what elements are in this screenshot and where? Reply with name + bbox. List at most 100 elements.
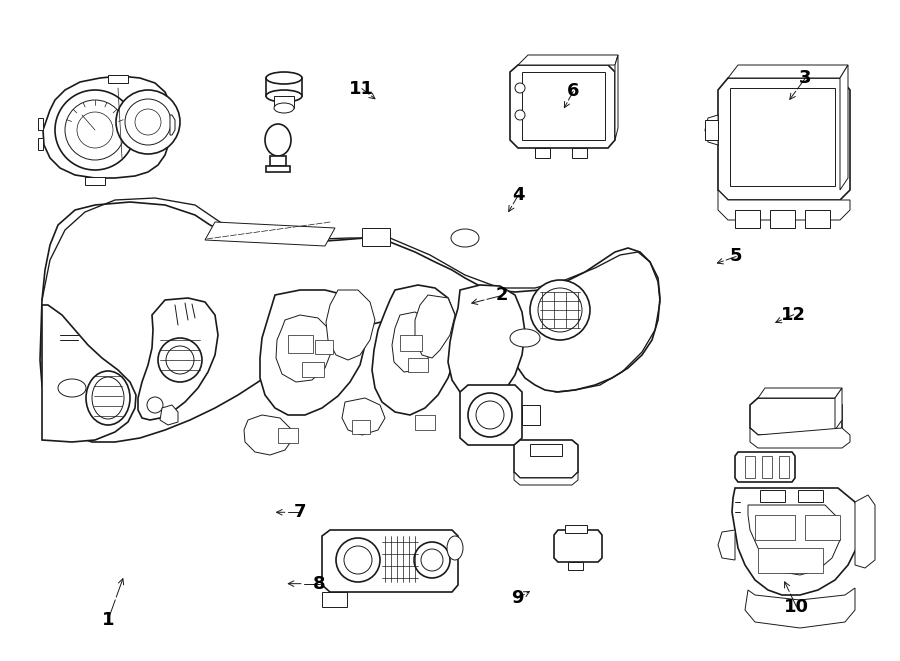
Circle shape bbox=[158, 338, 202, 382]
Bar bbox=[108, 75, 128, 83]
Polygon shape bbox=[43, 76, 172, 178]
Polygon shape bbox=[554, 530, 602, 562]
Circle shape bbox=[421, 549, 443, 571]
Circle shape bbox=[55, 90, 135, 170]
Text: 11: 11 bbox=[349, 79, 374, 98]
Polygon shape bbox=[835, 388, 842, 430]
Bar bbox=[522, 405, 540, 425]
Bar bbox=[755, 515, 795, 540]
Bar bbox=[274, 96, 294, 108]
Ellipse shape bbox=[92, 377, 124, 419]
Bar bbox=[352, 420, 370, 434]
Polygon shape bbox=[750, 398, 842, 435]
Text: 9: 9 bbox=[511, 589, 524, 607]
Polygon shape bbox=[138, 298, 218, 420]
Text: 8: 8 bbox=[313, 574, 326, 593]
Circle shape bbox=[344, 546, 372, 574]
Polygon shape bbox=[40, 202, 660, 442]
Ellipse shape bbox=[266, 72, 302, 84]
Bar bbox=[760, 490, 785, 502]
Polygon shape bbox=[735, 452, 795, 482]
Polygon shape bbox=[85, 177, 105, 185]
Ellipse shape bbox=[447, 536, 463, 560]
Ellipse shape bbox=[451, 229, 479, 247]
Polygon shape bbox=[322, 530, 458, 592]
Ellipse shape bbox=[86, 371, 130, 425]
Bar bbox=[805, 210, 830, 228]
Circle shape bbox=[414, 542, 450, 578]
Polygon shape bbox=[460, 385, 522, 445]
Bar bbox=[535, 148, 550, 158]
Circle shape bbox=[147, 397, 163, 413]
Polygon shape bbox=[518, 55, 618, 65]
Polygon shape bbox=[718, 190, 850, 220]
Bar bbox=[266, 166, 290, 172]
Ellipse shape bbox=[274, 103, 294, 113]
Polygon shape bbox=[326, 290, 375, 360]
Ellipse shape bbox=[510, 329, 540, 347]
Polygon shape bbox=[750, 428, 850, 448]
Bar bbox=[745, 456, 755, 478]
Text: 10: 10 bbox=[784, 598, 809, 616]
Ellipse shape bbox=[58, 379, 86, 397]
Bar bbox=[572, 148, 587, 158]
Bar bbox=[805, 515, 840, 540]
Polygon shape bbox=[705, 115, 718, 145]
Bar bbox=[400, 335, 422, 351]
Circle shape bbox=[530, 280, 590, 340]
Bar bbox=[302, 362, 324, 377]
Polygon shape bbox=[38, 118, 43, 130]
Circle shape bbox=[336, 538, 380, 582]
Circle shape bbox=[65, 100, 125, 160]
Circle shape bbox=[135, 109, 161, 135]
Bar bbox=[322, 592, 347, 607]
Circle shape bbox=[77, 112, 113, 148]
Polygon shape bbox=[514, 472, 578, 485]
Polygon shape bbox=[718, 530, 735, 560]
Polygon shape bbox=[615, 55, 618, 140]
Bar bbox=[408, 358, 428, 372]
Bar bbox=[362, 228, 390, 246]
Bar bbox=[798, 490, 823, 502]
Text: 7: 7 bbox=[293, 503, 306, 522]
Ellipse shape bbox=[266, 90, 302, 102]
Polygon shape bbox=[42, 305, 136, 442]
Polygon shape bbox=[745, 588, 855, 628]
Bar bbox=[779, 456, 789, 478]
Bar bbox=[565, 525, 587, 533]
Bar bbox=[270, 156, 286, 166]
Polygon shape bbox=[732, 488, 862, 595]
Polygon shape bbox=[855, 495, 875, 568]
Text: 4: 4 bbox=[512, 186, 525, 204]
Text: 3: 3 bbox=[799, 69, 812, 87]
Circle shape bbox=[515, 110, 525, 120]
Polygon shape bbox=[244, 415, 292, 455]
Text: 1: 1 bbox=[102, 611, 114, 629]
Circle shape bbox=[476, 401, 504, 429]
Bar bbox=[735, 210, 760, 228]
Polygon shape bbox=[170, 115, 175, 135]
Polygon shape bbox=[514, 440, 578, 478]
Text: 6: 6 bbox=[567, 82, 580, 100]
Ellipse shape bbox=[265, 124, 291, 156]
Polygon shape bbox=[758, 388, 842, 398]
Text: 5: 5 bbox=[730, 247, 742, 266]
Circle shape bbox=[125, 99, 171, 145]
Polygon shape bbox=[448, 285, 525, 402]
Polygon shape bbox=[205, 222, 335, 246]
Bar bbox=[730, 88, 835, 186]
Circle shape bbox=[166, 346, 194, 374]
Polygon shape bbox=[510, 65, 615, 148]
Bar bbox=[278, 428, 298, 443]
Polygon shape bbox=[748, 505, 840, 575]
Polygon shape bbox=[392, 312, 432, 372]
Circle shape bbox=[515, 83, 525, 93]
Circle shape bbox=[538, 288, 582, 332]
Bar bbox=[530, 444, 562, 456]
Bar bbox=[770, 210, 795, 228]
Polygon shape bbox=[342, 398, 385, 435]
Polygon shape bbox=[718, 78, 850, 200]
Polygon shape bbox=[160, 405, 178, 425]
Bar bbox=[315, 340, 333, 354]
Bar bbox=[758, 548, 823, 573]
